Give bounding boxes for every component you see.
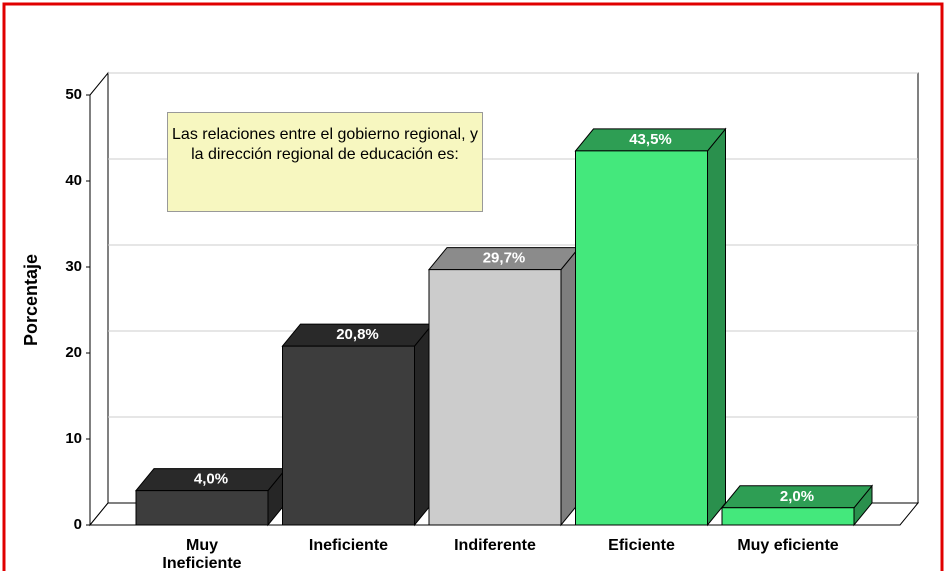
bar (720, 484, 874, 527)
x-tick-label: Ineficiente (308, 537, 389, 554)
value-label: 20,8% (336, 326, 379, 343)
left-wall (89, 71, 109, 527)
value-label: 2,0% (780, 488, 814, 505)
value-label: 43,5% (629, 131, 672, 148)
bar-front (721, 507, 855, 526)
value-label: 29,7% (483, 250, 526, 267)
y-tick-label: 40 (65, 172, 82, 189)
bar-front (428, 269, 562, 526)
x-tick-label: Eficiente (608, 537, 675, 554)
x-tick-label: Muy Ineficiente (162, 537, 242, 571)
annotation: Las relaciones entre el gobierno regiona… (167, 112, 483, 212)
y-tick-label: 20 (65, 344, 82, 361)
bar-front (282, 345, 415, 526)
y-tick-label: 50 (65, 86, 82, 103)
bar-front (575, 150, 708, 526)
bar (574, 127, 727, 527)
bar-front (135, 490, 269, 526)
value-label: 4,0% (194, 471, 228, 488)
x-tick-label: Indiferente (454, 537, 536, 554)
y-tick-label: 10 (65, 430, 82, 447)
bar (134, 467, 288, 527)
y-tick-label: 0 (74, 516, 82, 533)
x-tick-label: Muy eficiente (737, 537, 839, 554)
bar-side (707, 127, 726, 527)
bar (281, 322, 434, 527)
y-axis-label: Porcentaje (21, 254, 41, 346)
bar (427, 246, 581, 527)
y-tick-label: 30 (65, 258, 82, 275)
